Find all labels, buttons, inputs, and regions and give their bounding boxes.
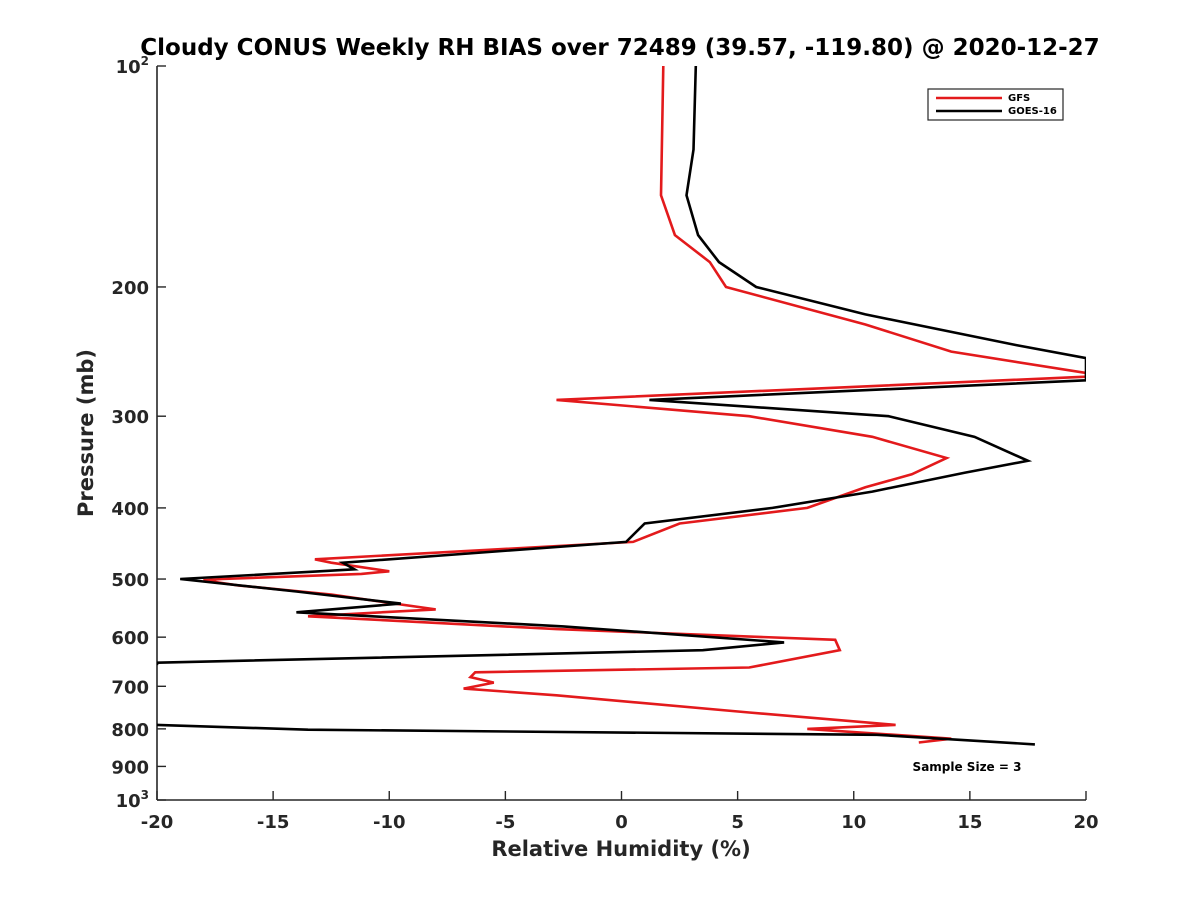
y-tick-label: 200 (111, 278, 149, 299)
x-tick-label: 0 (615, 812, 628, 833)
x-tick-label: -20 (141, 812, 174, 833)
y-tick-label: 300 (111, 407, 149, 428)
legend-box (927, 88, 1064, 121)
x-tick-label: -15 (257, 812, 290, 833)
x-tick-label: -10 (373, 812, 406, 833)
x-tick-label: 5 (731, 812, 744, 833)
series-line-gfs (203, 66, 1086, 744)
y-tick-label: 800 (111, 720, 149, 741)
series-lines (157, 66, 1086, 746)
y-tick-label: 102 (116, 54, 149, 78)
legend: GFS GOES-16 (927, 88, 1064, 121)
x-tick-label: 15 (957, 812, 982, 833)
x-axis-label: Relative Humidity (%) (491, 837, 750, 861)
x-tick-label: 20 (1073, 812, 1098, 833)
y-axis-label: Pressure (mb) (74, 349, 98, 517)
legend-label-gfs: GFS (1008, 93, 1030, 104)
y-tick-label: 103 (116, 788, 149, 812)
axis-ticks: -20 -15 -10 -5 0 5 10 15 20 102 200 300 400 500 600 700… (111, 54, 1098, 833)
x-tick-label: 10 (841, 812, 866, 833)
series-line-goes-16-lower (157, 723, 1035, 746)
chart-title: Cloudy CONUS Weekly RH BIAS over 72489 (… (140, 35, 1099, 61)
y-tick-label: 600 (111, 628, 149, 649)
y-tick-label: 900 (111, 757, 149, 778)
y-tick-label: 400 (111, 499, 149, 520)
series-line-goes-16 (157, 66, 1086, 666)
x-tick-label: -5 (495, 812, 515, 833)
legend-label-goes16: GOES-16 (1008, 106, 1057, 117)
sample-size-annotation: Sample Size = 3 (913, 760, 1022, 774)
y-tick-label: 500 (111, 570, 149, 591)
y-tick-label: 700 (111, 677, 149, 698)
axes (156, 66, 1086, 801)
